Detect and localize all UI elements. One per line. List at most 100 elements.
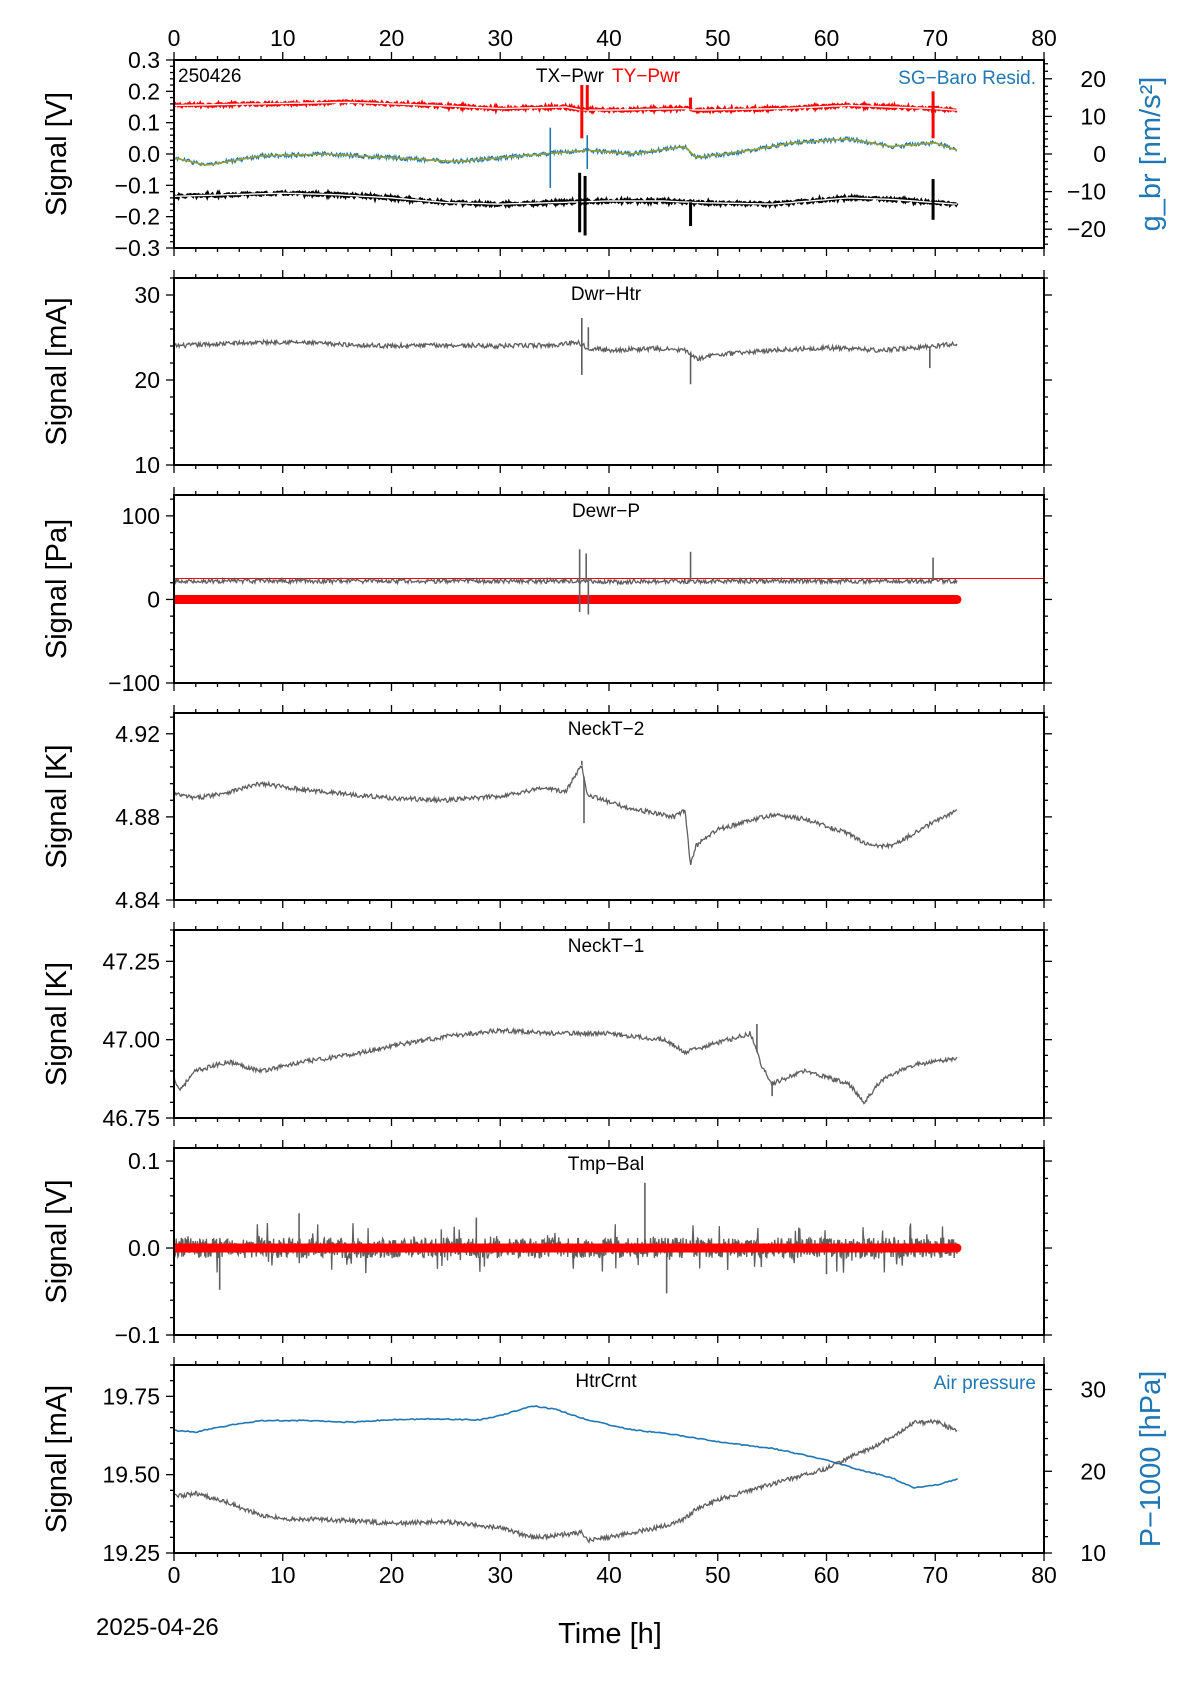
series-Dewr−P-trace (174, 576, 958, 586)
y-tick-label: 0.3 (128, 47, 160, 73)
y2-axis-title: P−1000 [hPa] (1135, 1371, 1167, 1548)
panel-title: Dewr−P (572, 501, 640, 522)
plot-area (174, 1405, 958, 1544)
y-axis-title: Signal [V] (41, 92, 73, 216)
y-tick-label: 0.0 (128, 1235, 160, 1261)
y-axis-title: Signal [mA] (41, 297, 73, 445)
y-tick-label: 4.92 (115, 721, 160, 747)
y-tick-label: 4.84 (115, 887, 160, 913)
x-tick-label-top: 0 (168, 25, 181, 51)
panel-frame (173, 712, 1045, 901)
panel-frame (173, 494, 1045, 684)
panel-p4: 4.84 4.88 4.92 Signal [K] NeckT−2 (41, 705, 1052, 913)
plot-area (174, 317, 958, 385)
x-tick-label: 70 (922, 1562, 948, 1588)
x-tick-label-top: 80 (1031, 25, 1057, 51)
series-Air pressure-line (174, 1405, 958, 1489)
panel-title: Dwr−Htr (571, 284, 642, 305)
panel-title: NeckT−1 (568, 936, 645, 957)
x-tick-label: 60 (814, 1562, 840, 1588)
y-tick-label: −0.1 (115, 1322, 160, 1348)
legend-ty-pwr: TY−Pwr (612, 66, 681, 87)
x-tick-label: 30 (487, 1562, 513, 1588)
x-tick-label-top: 40 (596, 25, 622, 51)
plot-area (174, 1024, 958, 1105)
panel-frame (173, 1364, 1045, 1554)
x-tick-label: 80 (1031, 1562, 1057, 1588)
series-NeckT−1-trace (174, 1027, 958, 1105)
x-tick-label: 20 (379, 1562, 405, 1588)
series-TX−Pwr-smooth (174, 192, 958, 205)
y-tick-label: 0 (147, 586, 160, 612)
legend-right: SG−Baro Resid. (898, 68, 1036, 89)
y-tick-label: 19.25 (102, 1540, 160, 1566)
y-tick-label: 4.88 (115, 804, 160, 830)
y-tick-label: −100 (108, 670, 160, 696)
panel-frame (173, 929, 1045, 1119)
y-axis-title: Signal [V] (41, 1179, 73, 1303)
y-tick-label: 30 (134, 282, 160, 308)
series-SG−Baro Resid.-fit (174, 138, 958, 166)
panel-p5: 46.75 47.00 47.25 Signal [K] NeckT−1 (41, 922, 1052, 1131)
plot-area (174, 549, 1044, 615)
x-tick-label-top: 20 (379, 25, 405, 51)
series-SG−Baro Resid.-trace (174, 135, 958, 167)
y2-tick-label: 10 (1080, 1540, 1106, 1566)
y-axis-title: Signal [Pa] (41, 519, 73, 659)
plot-area (174, 760, 958, 866)
x-tick-label-top: 60 (814, 25, 840, 51)
y-axis-title: Signal [K] (41, 744, 73, 868)
panel-title: HtrCrnt (575, 1371, 637, 1392)
y-tick-label: 0.0 (128, 141, 160, 167)
y-tick-label: 19.50 (102, 1462, 160, 1488)
date-stamp: 2025-04-26 (96, 1614, 219, 1641)
y-tick-label: 10 (134, 452, 160, 478)
panel-p6: −0.1 0.0 0.1 Signal [V] Tmp−Bal (41, 1140, 1052, 1348)
x-tick-label: 0 (168, 1562, 181, 1588)
y-tick-label: 46.75 (102, 1105, 160, 1131)
y2-tick-label: 20 (1080, 1458, 1106, 1484)
y-axis-title: Signal [mA] (41, 1385, 73, 1533)
x-axis-title: Time [h] (558, 1618, 662, 1650)
panel-p1: 0 10 20 30 40 50 60 70 80 −0.3 −0.2 −0.1 0.0 0.1 0.2 0.… (41, 25, 1167, 261)
panel-p3: −100 0 100 Signal [Pa] Dewr−P (41, 487, 1052, 696)
y2-tick-label: −20 (1067, 216, 1106, 242)
y2-axis-title: g_br [nm/s²] (1135, 77, 1167, 232)
y2-tick-label: −10 (1067, 179, 1106, 205)
x-tick-label: 50 (705, 1562, 731, 1588)
y-tick-label: 100 (122, 503, 160, 529)
x-tick-label-top: 70 (922, 25, 948, 51)
y-tick-label: 0.1 (128, 110, 160, 136)
panel-p2: 10 20 30 Signal [mA] Dwr−Htr (41, 270, 1052, 478)
panel-title: Tmp−Bal (568, 1154, 645, 1175)
y-tick-label: 47.25 (102, 948, 160, 974)
x-tick-label-top: 50 (705, 25, 731, 51)
y-tick-label: 0.2 (128, 78, 160, 104)
y-tick-label: −0.1 (115, 172, 160, 198)
series-TY−Pwr-smooth (174, 101, 958, 111)
legend-right: Air pressure (934, 1373, 1036, 1394)
y-tick-label: 0.1 (128, 1148, 160, 1174)
y-tick-label: 47.00 (102, 1027, 160, 1053)
y-tick-label: 19.75 (102, 1383, 160, 1409)
panel-frame (173, 277, 1045, 466)
panel-p7: 0 10 20 30 40 50 60 70 80 19.25 19.50 19.75 10 20 30 P−… (41, 1357, 1167, 1588)
panel-title: NeckT−2 (568, 719, 645, 740)
legend-tx-pwr: TX−Pwr (536, 66, 605, 87)
x-tick-label: 10 (270, 1562, 296, 1588)
x-tick-label-top: 30 (487, 25, 513, 51)
station-code: 250426 (178, 66, 241, 87)
y2-tick-label: 30 (1080, 1377, 1106, 1403)
y-tick-label: −0.2 (115, 204, 160, 230)
series-HtrCrnt-trace (174, 1418, 958, 1544)
y-tick-label: 20 (134, 367, 160, 393)
y-axis-title: Signal [K] (41, 962, 73, 1086)
y2-tick-label: 0 (1093, 141, 1106, 167)
series-NeckT−2-trace (174, 764, 958, 866)
plot-area (174, 1182, 962, 1294)
y2-tick-label: 20 (1080, 66, 1106, 92)
panels-layer: 0 10 20 30 40 50 60 70 80 −0.3 −0.2 −0.1 0.0 0.1 0.2 0.… (41, 25, 1167, 1588)
x-tick-label-top: 10 (270, 25, 296, 51)
y2-tick-label: 10 (1080, 103, 1106, 129)
